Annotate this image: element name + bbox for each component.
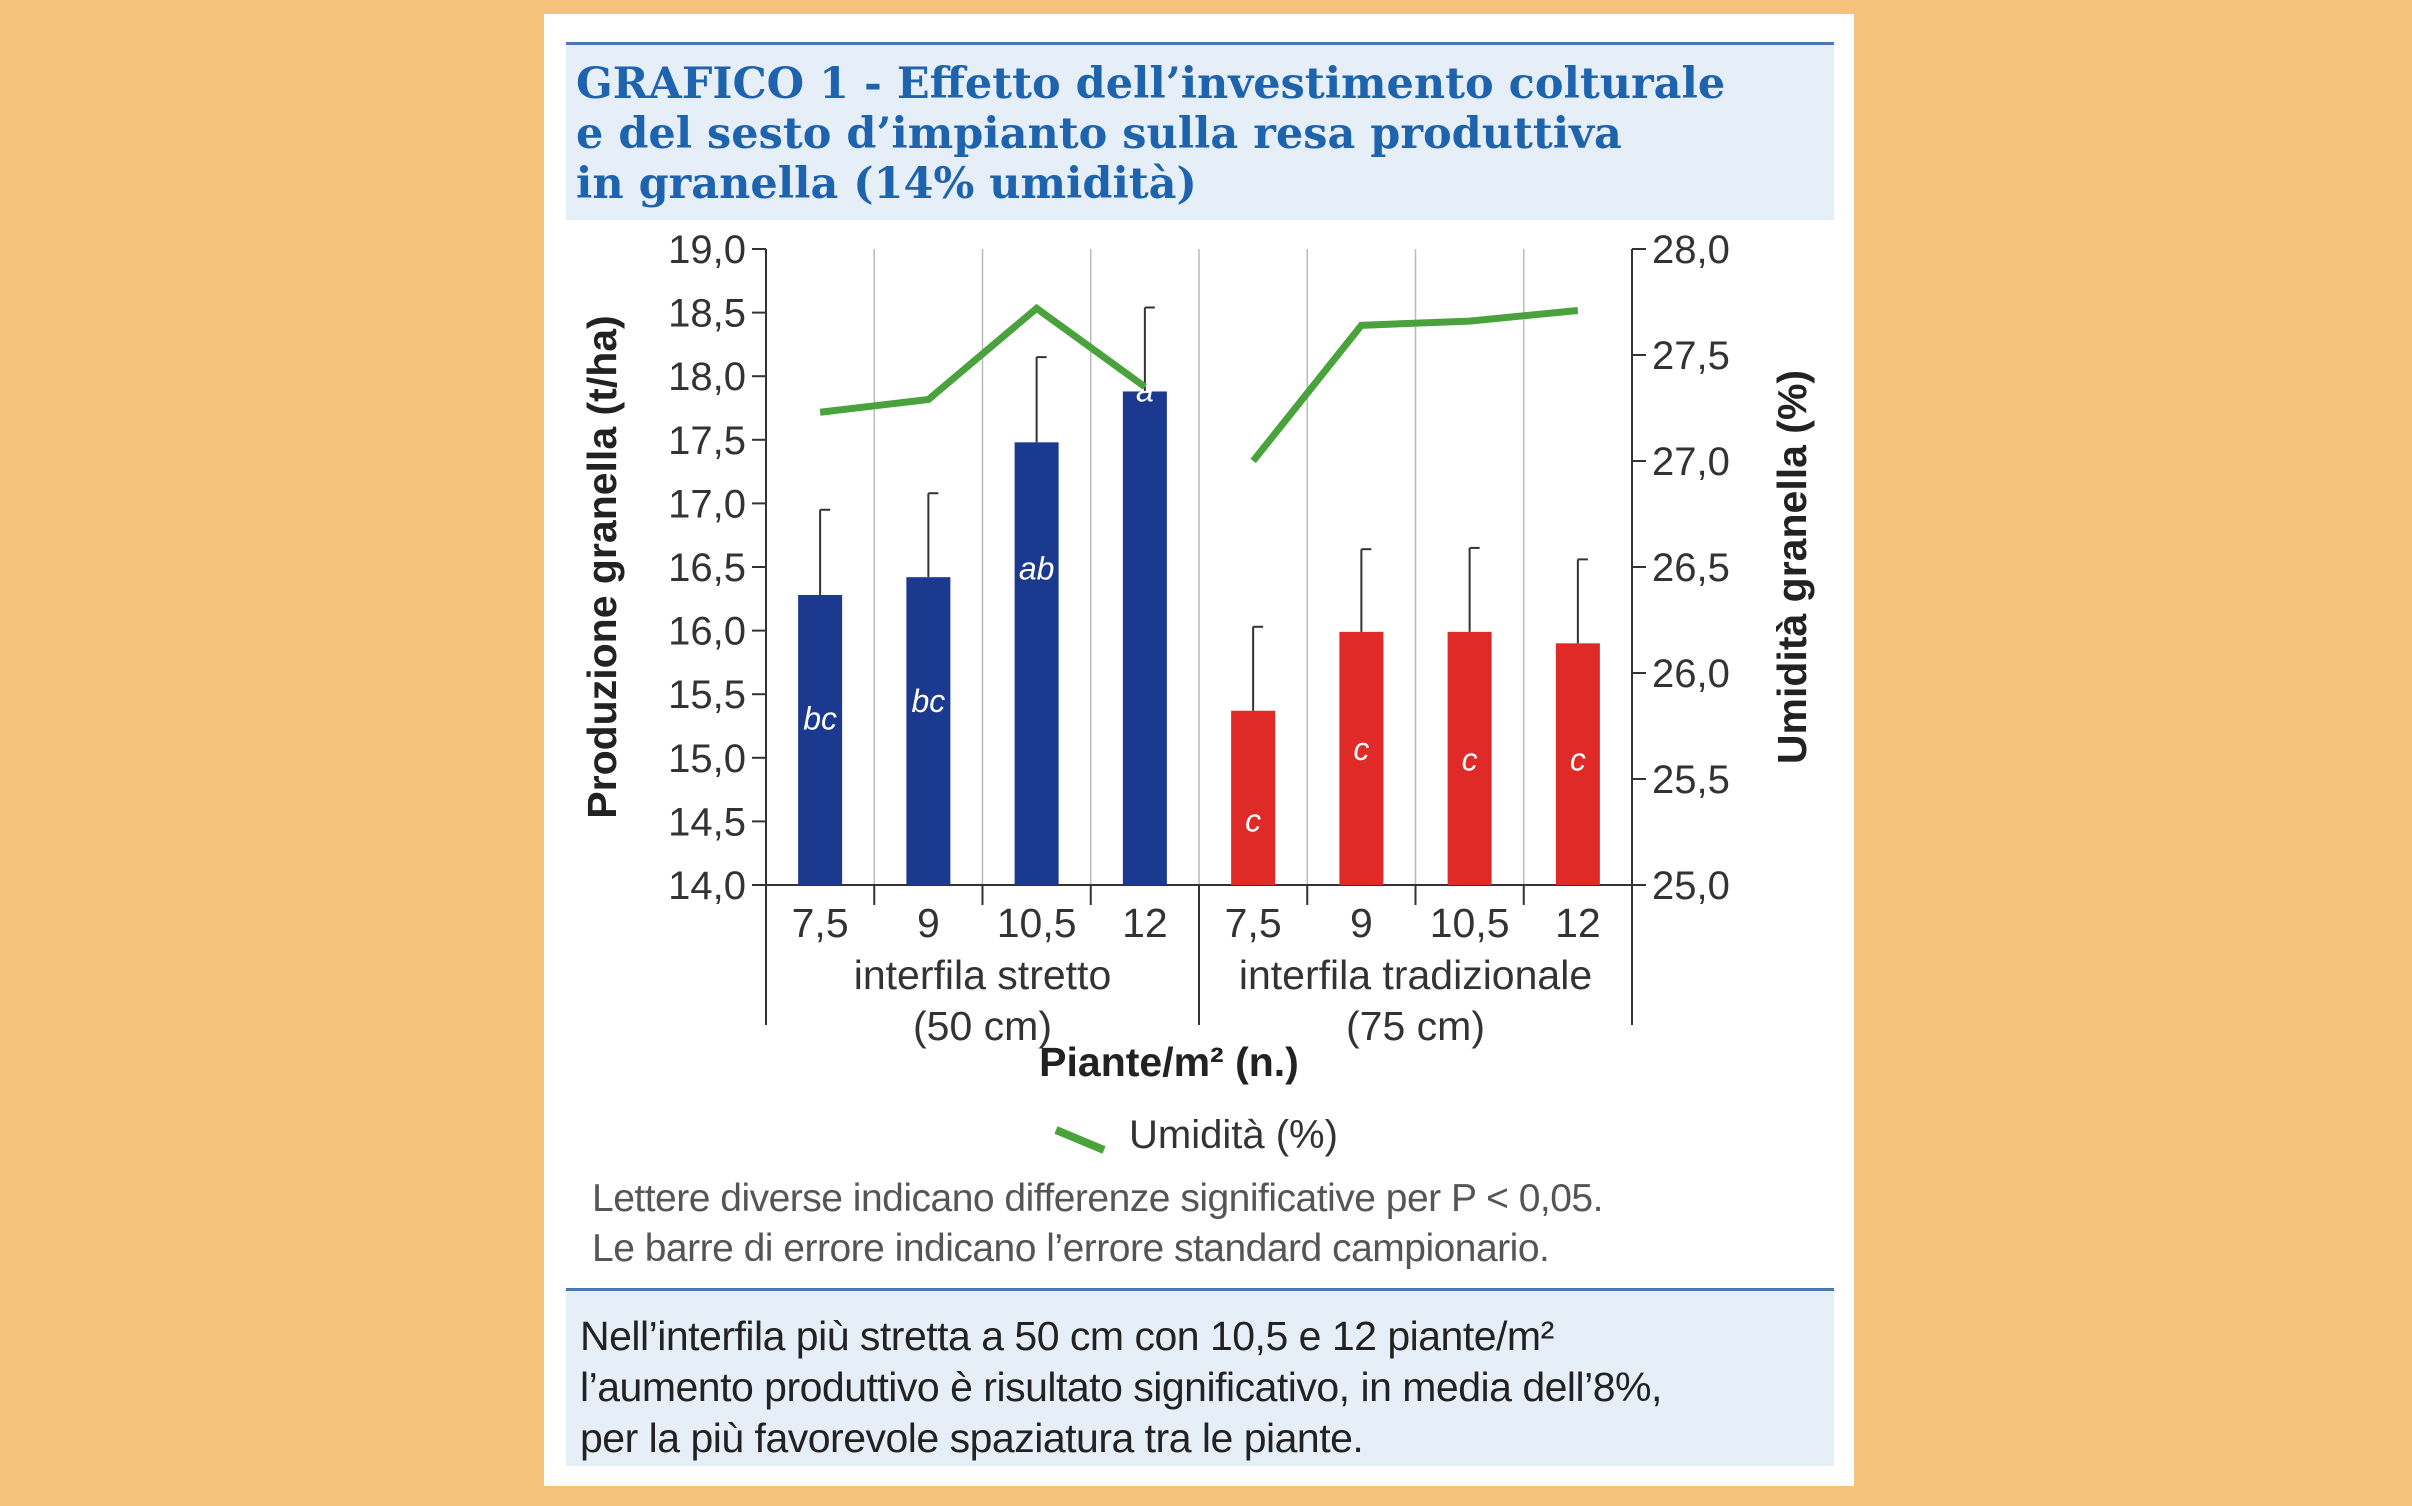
significance-letter: a	[1136, 372, 1154, 408]
y2-tick-label: 26,0	[1652, 652, 1730, 696]
title-line: GRAFICO 1 - Effetto dell’investimento co…	[576, 59, 1726, 109]
y-tick-label: 15,5	[668, 673, 746, 717]
combo-chart: 14,0 14,5 15,0 15,5 16,0 16,5 17,0 17,5 18,0 18,5…	[579, 228, 1815, 1157]
note-line: Le barre di errore indicano l’errore sta…	[592, 1227, 1550, 1270]
y2-tick-label: 27,0	[1652, 440, 1730, 484]
y2-tick-label: 25,0	[1652, 864, 1730, 908]
y-tick-label: 16,0	[668, 610, 746, 654]
y2-axis-title: Umidità granella (%)	[1769, 370, 1815, 764]
x-tick-label: 7,5	[1225, 900, 1282, 946]
x-tick-label: 12	[1555, 900, 1601, 946]
bar	[798, 594, 843, 885]
y-tick-label: 14,0	[668, 864, 746, 908]
bar	[1231, 710, 1276, 885]
legend-swatch	[1054, 1126, 1106, 1154]
bar	[1122, 391, 1167, 885]
group-label: interfila stretto	[854, 952, 1112, 998]
note-line: Lettere diverse indicano differenze sign…	[592, 1177, 1603, 1220]
significance-letter: c	[1570, 741, 1586, 777]
title-line: in granella (14% umidità)	[576, 159, 1197, 209]
group-sublabel: (75 cm)	[1346, 1003, 1485, 1049]
bar	[1555, 643, 1600, 885]
summary-line: Nell’interfila più stretta a 50 cm con 1…	[580, 1313, 1554, 1359]
y-tick-label: 14,5	[668, 800, 746, 844]
humidity-line	[819, 303, 1147, 416]
y2-tick-label: 28,0	[1652, 228, 1730, 272]
y-tick-label: 16,5	[668, 546, 746, 590]
bar	[1339, 631, 1384, 885]
y-tick-label: 19,0	[668, 228, 746, 272]
x-tick-label: 12	[1122, 900, 1168, 946]
y2-tick-label: 27,5	[1652, 334, 1730, 378]
bar	[906, 577, 951, 885]
significance-letter: bc	[803, 701, 837, 737]
y2-tick-label: 26,5	[1652, 546, 1730, 590]
chart-notes: Lettere diverse indicano differenze sign…	[592, 1174, 1822, 1274]
y-tick-label: 18,0	[668, 355, 746, 399]
chart-title: GRAFICO 1 - Effetto dell’investimento co…	[576, 59, 1806, 209]
x-axis-title: Piante/m² (n.)	[1039, 1039, 1299, 1085]
bar	[1447, 631, 1492, 885]
significance-letter: bc	[911, 683, 945, 719]
significance-letter: ab	[1019, 551, 1055, 587]
bar	[1014, 442, 1059, 885]
x-tick-label: 9	[917, 900, 940, 946]
summary-box: Nell’interfila più stretta a 50 cm con 1…	[566, 1288, 1834, 1466]
y-axis-title: Produzione granella (t/ha)	[579, 315, 625, 818]
title-line: e del sesto d’impianto sulla resa produt…	[576, 109, 1622, 159]
x-tick-label: 9	[1350, 900, 1373, 946]
humidity-line	[1250, 306, 1579, 464]
title-box: GRAFICO 1 - Effetto dell’investimento co…	[566, 42, 1834, 220]
group-sublabel: (50 cm)	[913, 1003, 1052, 1049]
y-tick-label: 15,0	[668, 737, 746, 781]
significance-letter: c	[1245, 802, 1261, 838]
x-tick-label: 10,5	[997, 900, 1077, 946]
x-tick-label: 7,5	[792, 900, 849, 946]
x-tick-label: 10,5	[1430, 900, 1510, 946]
chart-card: GRAFICO 1 - Effetto dell’investimento co…	[544, 14, 1854, 1486]
y-tick-label: 17,0	[668, 482, 746, 526]
summary-line: per la più favorevole spaziatura tra le …	[580, 1415, 1364, 1461]
y-tick-label: 17,5	[668, 419, 746, 463]
legend-label: Umidità (%)	[1129, 1113, 1338, 1157]
y2-tick-label: 25,5	[1652, 758, 1730, 802]
significance-letter: c	[1353, 731, 1369, 767]
group-label: interfila tradizionale	[1239, 952, 1592, 998]
y-tick-label: 18,5	[668, 292, 746, 336]
summary-line: l’aumento produttivo è risultato signifi…	[580, 1364, 1662, 1410]
significance-letter: c	[1462, 741, 1478, 777]
